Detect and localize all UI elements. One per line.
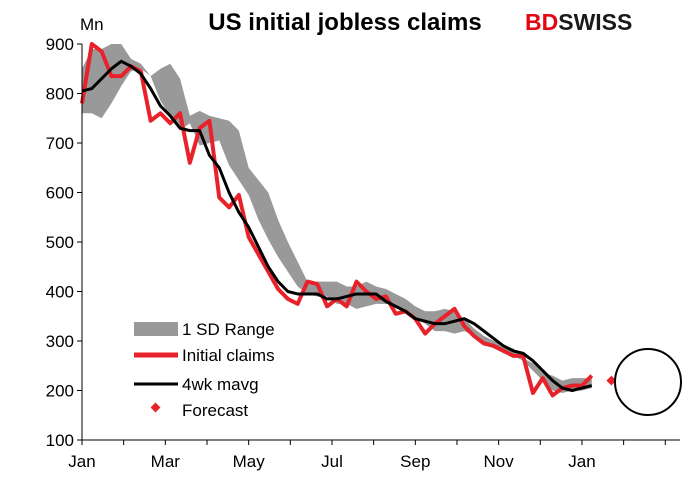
legend-label-forecast: Forecast: [182, 401, 248, 420]
svg-text:BDSWISS: BDSWISS: [525, 9, 632, 35]
forecast-highlight-circle: [614, 348, 682, 416]
y-tick-label: 100: [46, 431, 74, 450]
y-tick-label: 500: [46, 233, 74, 252]
legend-label-sd-range: 1 SD Range: [182, 320, 275, 339]
mavg-4wk-line: [81, 59, 593, 392]
y-tick-labels: 100 200 300 400 500 600 700 800 900: [46, 35, 74, 450]
y-tick-label: 900: [46, 35, 74, 54]
y-tick-label: 300: [46, 332, 74, 351]
brand-logo-part-b: SWISS: [558, 9, 632, 35]
y-tick-label: 600: [46, 184, 74, 203]
y-axis-unit-label: Mn: [80, 15, 104, 34]
y-tick-label: 200: [46, 382, 74, 401]
x-tick-label: Jan: [568, 452, 595, 471]
x-tick-label: Nov: [484, 452, 515, 471]
sd-range-band: [82, 44, 592, 393]
x-tick-label: Mar: [151, 452, 181, 471]
legend-swatch-forecast: [150, 402, 161, 413]
y-tick-label: 400: [46, 283, 74, 302]
series-line-layer: [80, 42, 617, 398]
legend-swatch-sd-range: [134, 322, 178, 336]
x-tick-label: Sep: [400, 452, 430, 471]
legend-label-initial-claims: Initial claims: [182, 346, 275, 365]
x-tick-labels: Jan Mar May Jul Sep Nov Jan: [68, 452, 595, 471]
brand-logo-part-a: BD: [525, 9, 558, 35]
x-tick-label: May: [233, 452, 266, 471]
y-tick-label: 700: [46, 134, 74, 153]
y-tick-label: 800: [46, 85, 74, 104]
initial-claims-line: [80, 42, 594, 398]
brand-logo: BDSWISS: [525, 9, 632, 35]
axes: [77, 43, 680, 445]
chart-title: US initial jobless claims: [208, 9, 481, 36]
legend: 1 SD Range Initial claims 4wk mavg Forec…: [134, 320, 275, 420]
x-tick-label: Jul: [321, 452, 343, 471]
legend-label-4wk-mavg: 4wk mavg: [182, 375, 259, 394]
forecast-point: [606, 375, 617, 386]
sd-range-band-layer: [82, 44, 592, 393]
x-tick-label: Jan: [68, 452, 95, 471]
